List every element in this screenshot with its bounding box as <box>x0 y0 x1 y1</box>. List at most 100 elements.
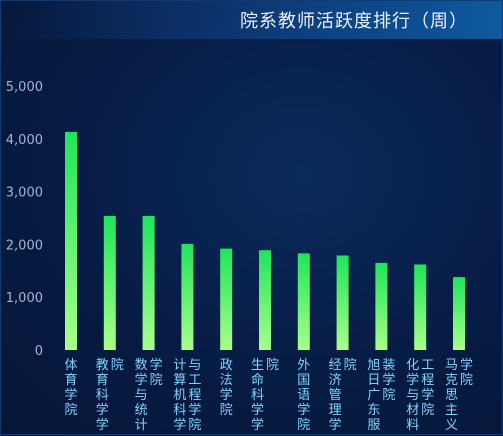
x-category-char: 学 <box>251 417 264 433</box>
y-tick-label: 3,000 <box>6 186 43 201</box>
bar <box>181 243 194 350</box>
bars <box>65 131 465 350</box>
x-category-char: 程 <box>421 373 434 388</box>
bar <box>142 215 155 350</box>
x-category-char: 院 <box>382 388 395 403</box>
x-category-char: 济 <box>329 373 342 388</box>
x-category-char: 学 <box>96 417 109 433</box>
x-category-char: 体 <box>64 358 77 373</box>
x-category-char: 料 <box>406 418 419 433</box>
x-category-char: 装 <box>382 358 395 373</box>
x-category-char: 东 <box>367 403 380 418</box>
x-category-char: 学 <box>251 402 264 418</box>
x-category-char: 计 <box>135 418 148 433</box>
x-category-char: 育 <box>64 372 77 388</box>
x-category-char: 与 <box>135 388 148 403</box>
bar <box>336 255 349 350</box>
x-category-char: 学 <box>421 387 434 403</box>
x-category-char: 学 <box>64 387 77 403</box>
y-tick-label: 2,000 <box>6 238 43 253</box>
bar <box>375 262 388 350</box>
x-category-char: 学 <box>173 417 186 433</box>
x-category-char: 算 <box>173 373 186 388</box>
x-category-char: 学 <box>135 372 148 388</box>
x-category-char: 科 <box>251 388 264 403</box>
x-category-char: 院 <box>111 358 124 373</box>
x-category-char: 数 <box>135 358 148 373</box>
x-category-char: 学 <box>297 402 310 418</box>
x-category-char: 工 <box>421 358 434 373</box>
y-tick-label: 1,000 <box>6 291 43 306</box>
x-category-char: 日 <box>367 373 380 388</box>
x-category-char: 院 <box>421 403 434 418</box>
x-category-char: 义 <box>445 418 458 433</box>
x-category-char: 政 <box>220 358 233 373</box>
bar <box>259 250 271 350</box>
x-category-char: 院 <box>460 373 473 388</box>
x-category-char: 院 <box>150 373 163 388</box>
x-category-char: 科 <box>96 388 109 403</box>
bar <box>103 215 116 350</box>
x-category-char: 学 <box>460 357 473 373</box>
bar <box>297 253 310 350</box>
x-category-char: 学 <box>329 417 342 433</box>
y-tick-label: 0 <box>35 344 43 359</box>
x-category-char: 化 <box>406 358 419 373</box>
x-category-char: 计 <box>173 358 186 373</box>
x-category-char: 主 <box>445 403 458 418</box>
x-category-char: 克 <box>445 373 458 388</box>
x-category-char: 学 <box>188 402 201 418</box>
x-category-char: 材 <box>406 403 419 418</box>
x-category-char: 法 <box>220 373 233 388</box>
y-tick-label: 4,000 <box>6 133 43 148</box>
x-category-char: 与 <box>406 388 419 403</box>
bar <box>65 131 77 350</box>
x-category-char: 旭 <box>367 358 380 373</box>
x-category-char: 院 <box>266 358 279 373</box>
x-category-char: 院 <box>64 403 77 418</box>
x-category-char: 院 <box>220 403 233 418</box>
x-category-char: 思 <box>445 388 458 403</box>
bar <box>414 264 427 350</box>
x-category-char: 工 <box>188 373 201 388</box>
x-category-char: 机 <box>173 388 186 403</box>
x-category-char: 学 <box>406 372 419 388</box>
title-bar: 院系教师活跃度排行（周） <box>1 1 502 39</box>
x-category-char: 院 <box>344 358 357 373</box>
x-category-char: 教 <box>96 357 109 373</box>
bar <box>453 277 465 350</box>
x-category-char: 生 <box>251 358 264 373</box>
x-category-char: 学 <box>382 372 395 388</box>
x-category-char: 统 <box>135 403 148 418</box>
x-category-char: 科 <box>173 403 186 418</box>
x-category-char: 学 <box>220 387 233 403</box>
chart-title: 院系教师活跃度排行（周） <box>240 11 468 32</box>
x-category-char: 程 <box>188 388 201 403</box>
x-category-char: 马 <box>445 358 458 373</box>
x-category-char: 命 <box>251 372 264 388</box>
x-category-char: 外 <box>297 358 310 373</box>
x-category-char: 语 <box>297 388 310 403</box>
x-category-char: 经 <box>329 358 342 373</box>
x-category-char: 学 <box>96 402 109 418</box>
x-category-char: 院 <box>297 418 310 433</box>
bar <box>220 248 233 350</box>
x-category-char: 管 <box>329 388 342 403</box>
x-category-char: 学 <box>150 357 163 373</box>
x-category-char: 广 <box>367 388 380 403</box>
x-category-char: 服 <box>367 418 380 433</box>
y-axis: 0 1,000 2,000 3,000 4,000 5,000 <box>6 80 43 359</box>
